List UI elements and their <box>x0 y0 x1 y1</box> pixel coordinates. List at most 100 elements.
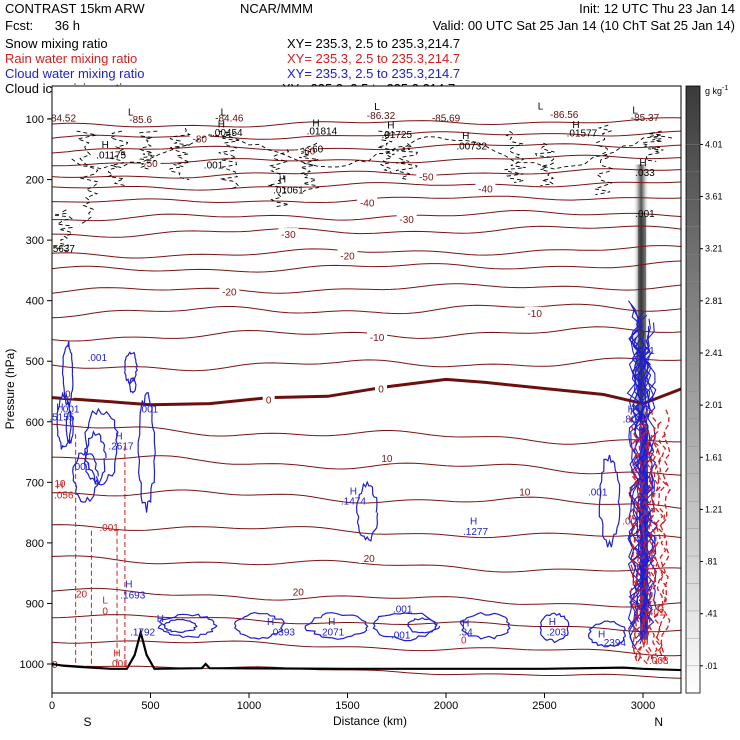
cloud-water-contour <box>56 391 72 450</box>
cloud-ice-contour <box>218 130 240 190</box>
high-marker: H <box>218 119 225 130</box>
cloud-ice-contour <box>107 130 129 187</box>
tropopause-temperature-label: -84.52 <box>48 113 77 124</box>
contour-value-label: .001 <box>139 405 159 416</box>
high-marker: H <box>56 402 63 413</box>
freezing-label-bg <box>374 382 387 394</box>
contour-value-label: .001 <box>393 605 413 616</box>
contour-value-label: .01577 <box>567 129 598 140</box>
colorbar-label: 2.01 <box>705 400 723 410</box>
rain-water-contour-dense <box>648 409 660 665</box>
contour-value-label: .001 <box>99 523 119 534</box>
isotherm-line <box>52 181 681 191</box>
isotherm-line <box>52 225 681 238</box>
cloud-ice-envelope <box>71 134 673 170</box>
contour-value-label: .001 <box>635 209 655 220</box>
snow-shading-core <box>638 215 647 398</box>
high-marker: H <box>157 614 164 625</box>
y-tick-label: 900 <box>26 598 44 610</box>
end-label: S <box>83 715 91 729</box>
cloud-water-contour <box>407 617 438 634</box>
cloud-water-contour <box>65 410 74 444</box>
contour-value-label: -60 <box>309 144 324 155</box>
low-marker: L <box>128 107 134 118</box>
high-marker: H <box>279 175 286 186</box>
legend-xy-cloud-water: XY= 235.3, 2.5 to 235.3,214.7 <box>287 66 460 81</box>
y-tick-label: 1000 <box>20 659 44 671</box>
isotherm-line <box>52 260 681 273</box>
contour-value-label: .8041 <box>623 414 648 425</box>
colorbar-label: 1.61 <box>705 452 723 462</box>
isotherm-label-bg <box>337 249 358 261</box>
x-tick-label: 2500 <box>532 700 556 712</box>
high-marker: H <box>56 480 63 491</box>
cloud-water-contour <box>137 391 156 513</box>
contour-value-label: 0 <box>461 635 467 646</box>
cloud-ice-contour <box>641 130 664 162</box>
cloud-ice-contour <box>267 149 290 208</box>
x-axis-label: Distance (km) <box>333 714 407 728</box>
colorbar-labels: 4.01 3.61 3.21 2.81 2.41 2.01 1.61 1.21 .81 .41 .0… <box>686 139 723 671</box>
cloud-water-contour <box>372 612 441 642</box>
colorbar-label: 2.81 <box>705 296 723 306</box>
high-marker: H <box>470 517 477 528</box>
high-marker: H <box>639 158 646 169</box>
cloud-ice-contours <box>53 124 673 253</box>
isotherm-line <box>52 489 681 509</box>
isotherm-label: -80 <box>193 134 208 145</box>
isotherm-line <box>52 303 681 319</box>
y-tick-label: 400 <box>26 296 44 308</box>
high-marker: H <box>102 140 109 151</box>
model-title: CONTRAST 15km ARW <box>5 1 145 16</box>
colorbar-label: .41 <box>705 609 718 619</box>
contour-value-label: .001 <box>588 488 608 499</box>
cloud-water-contour-dense <box>643 326 658 635</box>
low-marker: L <box>538 101 544 112</box>
rain-water-contour-dense <box>652 421 664 663</box>
cloud-water-contour <box>162 618 198 634</box>
high-marker: H <box>462 618 469 629</box>
cloud-water-contour <box>124 351 138 385</box>
high-marker: H <box>462 131 469 142</box>
colorbar-label: 4.01 <box>705 139 723 149</box>
isotherm-label-bg <box>396 212 417 224</box>
cloud-water-contour <box>72 450 99 503</box>
legend-label-snow: Snow mixing ratio <box>5 36 108 51</box>
cloud-water-contour <box>355 480 379 542</box>
isotherm-label-bg <box>140 157 161 169</box>
isotherm-label-bg <box>189 132 210 144</box>
tropopause-temperature-label: -86.32 <box>367 111 396 122</box>
high-marker: H <box>328 617 335 628</box>
contour-value-label: .033 <box>635 168 655 179</box>
cloud-ice-contour <box>534 142 555 187</box>
rain-water-contour-dense <box>655 433 668 660</box>
tropopause-temperature-label: -85.37 <box>631 113 660 124</box>
contour-value-label: .1792 <box>130 628 155 639</box>
isotherm-label-bg <box>475 182 496 194</box>
cloud-water-contour <box>157 613 218 639</box>
isotherm-line <box>52 640 681 657</box>
isotherm-label-bg <box>359 552 380 564</box>
rain-water-contour-dense <box>629 409 639 665</box>
freezing-label: 0 <box>65 389 71 400</box>
init-time: Init: 12 UTC Thu 23 Jan 14 <box>579 1 735 16</box>
high-marker: H <box>387 121 394 132</box>
isotherm-label-bg <box>278 228 299 240</box>
cloud-water-contour <box>598 454 621 548</box>
y-tick-label: 200 <box>26 175 44 187</box>
y-tick-label: 100 <box>26 114 44 126</box>
contour-value-label: .001 <box>88 353 108 364</box>
cloud-water-contour <box>83 429 107 485</box>
high-marker: H <box>115 431 122 442</box>
rain-water-contour-dense <box>659 409 671 665</box>
isotherm-label-bg <box>298 144 319 156</box>
isotherm-label: -10 <box>370 333 385 344</box>
y-tick-label: 700 <box>26 477 44 489</box>
cloud-ice-contour <box>395 142 418 181</box>
isotherm-line <box>52 587 681 608</box>
colorbar: 4.01 3.61 3.21 2.81 2.41 2.01 1.61 1.21 .81 .41 .0… <box>685 85 728 694</box>
isotherm-label: -50 <box>143 159 158 170</box>
contour-value-label: .2394 <box>601 638 626 649</box>
isotherm-label-bg <box>376 452 397 464</box>
tropopause-temperature-label: -86.56 <box>550 110 579 121</box>
